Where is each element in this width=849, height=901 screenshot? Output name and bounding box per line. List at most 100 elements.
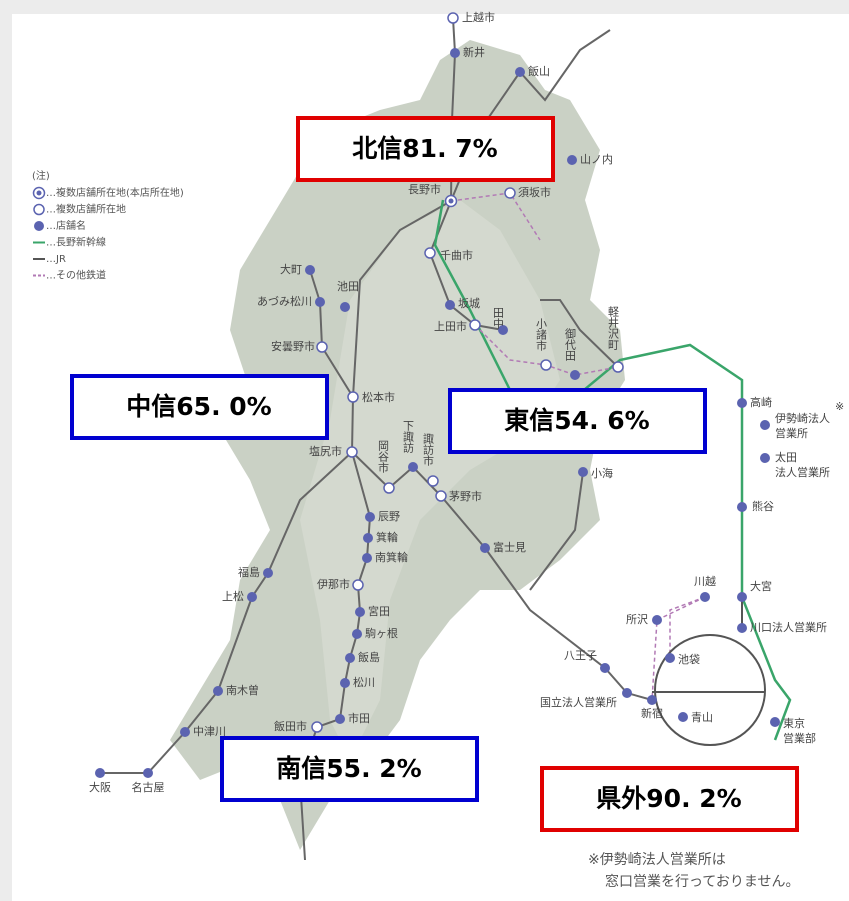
station-label: 上越市 — [462, 10, 495, 24]
station-dot — [652, 615, 662, 625]
station-dot-open — [447, 12, 459, 24]
station-label: 下諏訪 — [402, 420, 415, 454]
station-dot — [760, 420, 770, 430]
station-dot — [737, 623, 747, 633]
station-dot — [143, 768, 153, 778]
region-label: 南信55. 2% — [276, 754, 421, 783]
station-dot — [315, 297, 325, 307]
station-label: 辰野 — [378, 510, 400, 523]
station-dot — [305, 265, 315, 275]
station-dot — [737, 398, 747, 408]
station-dot — [445, 300, 455, 310]
station-label: 営業部 — [783, 731, 816, 745]
footnote: 窓口営業を行っておりません。 — [605, 873, 799, 890]
station-label: 福島 — [238, 565, 260, 579]
station-label: 名古屋 — [132, 780, 165, 794]
region-label: 中信65. 0% — [126, 392, 271, 421]
station-dot-open — [352, 579, 364, 591]
station-label: 八王子 — [564, 649, 597, 662]
station-label: 営業所 — [775, 426, 808, 440]
station-label: 茅野市 — [449, 489, 482, 503]
station-label: 太田 — [775, 451, 797, 464]
legend-label: …その他鉄道 — [46, 269, 106, 282]
station-label: 軽井沢町 — [607, 306, 620, 350]
station-dot — [355, 607, 365, 617]
station-label: 法人営業所 — [775, 465, 830, 479]
station-dot — [737, 592, 747, 602]
station-dot — [678, 712, 688, 722]
legend-label: …JR — [46, 254, 66, 265]
station-label: 上田市 — [434, 319, 467, 333]
station-label: 塩尻市 — [309, 444, 342, 458]
station-label: 南箕輪 — [375, 550, 408, 564]
legend-label: …長野新幹線 — [46, 236, 106, 249]
station-dot-center — [36, 190, 42, 196]
station-label: 松本市 — [362, 390, 395, 404]
station-label: 飯島 — [358, 650, 380, 664]
station-dot — [760, 453, 770, 463]
station-label: あづみ松川 — [257, 294, 312, 308]
station-label: 小諸市 — [535, 318, 548, 352]
station-dot-open — [435, 490, 447, 502]
station-dot — [365, 512, 375, 522]
station-dot-open — [316, 341, 328, 353]
station-label: 大阪 — [89, 780, 111, 794]
station-label: 新井 — [463, 45, 485, 59]
station-dot-open — [424, 247, 436, 259]
station-dot — [700, 592, 710, 602]
station-dot — [770, 717, 780, 727]
yamanote-line — [654, 634, 766, 746]
station-dot — [600, 663, 610, 673]
station-label: 箕輪 — [376, 530, 398, 544]
station-label: 駒ヶ根 — [365, 626, 398, 640]
station-label: 飯田市 — [274, 719, 307, 733]
station-dot — [408, 462, 418, 472]
station-dot-open — [427, 475, 439, 487]
station-dot-open — [347, 391, 359, 403]
station-label: 田中 — [492, 307, 505, 329]
station-dot — [34, 221, 44, 231]
station-dot-center — [448, 198, 454, 204]
region-label: 東信54. 6% — [504, 406, 649, 435]
station-label: 坂城 — [458, 297, 480, 310]
region-box — [70, 374, 329, 440]
station-label: 伊那市 — [317, 577, 350, 591]
region-box — [220, 736, 479, 802]
station-label: 川越 — [694, 574, 716, 588]
station-dot-open — [612, 361, 624, 373]
footnote: ※伊勢崎法人営業所は — [588, 852, 726, 868]
station-label: 所沢 — [626, 612, 648, 626]
station-dot — [647, 695, 657, 705]
station-label: 国立法人営業所 — [540, 695, 617, 709]
legend-label: …複数店舗所在地 — [46, 203, 126, 216]
station-dot — [362, 553, 372, 563]
station-dot-open — [540, 359, 552, 371]
region-label: 県外90. 2% — [596, 784, 741, 813]
station-dot — [622, 688, 632, 698]
station-label: 青山 — [691, 711, 713, 724]
station-dot — [737, 502, 747, 512]
region-label: 北信81. 7% — [352, 134, 497, 163]
station-dot-open — [33, 203, 45, 216]
station-label: 市田 — [348, 711, 370, 725]
station-dot — [665, 653, 675, 663]
station-label: 須坂市 — [518, 185, 551, 199]
station-label: 上松 — [222, 589, 244, 603]
station-dot — [352, 629, 362, 639]
legend-label: …店舗名 — [46, 219, 86, 232]
station-dot — [498, 325, 508, 335]
shinkansen — [433, 199, 792, 741]
station-dot — [340, 302, 350, 312]
station-dot — [247, 592, 257, 602]
station-dot — [345, 653, 355, 663]
station-dot — [213, 686, 223, 696]
station-label: 川口法人営業所 — [750, 620, 827, 634]
station-label: 諏訪市 — [422, 432, 435, 467]
station-label: 新宿 — [641, 706, 663, 720]
station-label: 宮田 — [368, 604, 390, 618]
station-dot-open — [504, 187, 516, 199]
station-label: 東京 — [783, 716, 805, 730]
station-dot — [578, 467, 588, 477]
